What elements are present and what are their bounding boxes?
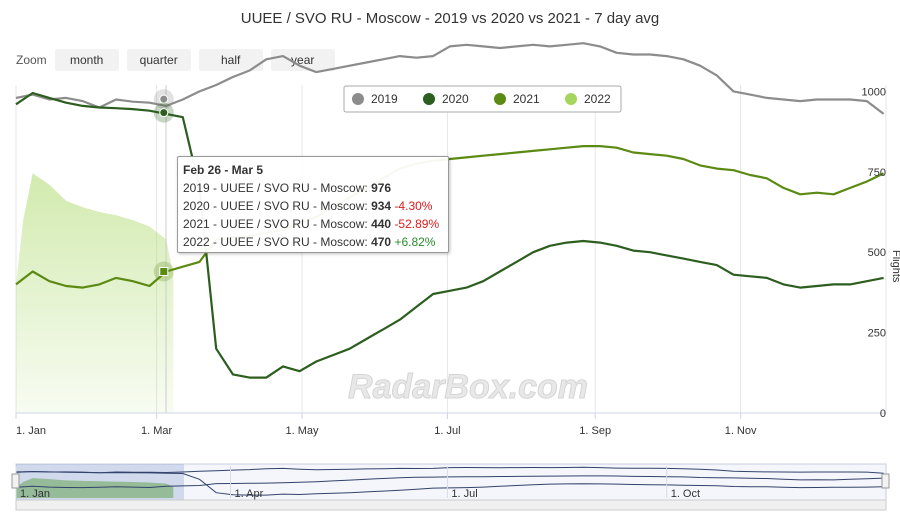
series-area-2022 <box>16 173 174 413</box>
x-axis: 1. Jan 1. Mar 1. May 1. Jul 1. Sep 1. Nov <box>15 412 886 437</box>
y-tick-label-500: 500 <box>868 247 886 259</box>
navigator-label-1-jan: 1. Jan <box>20 488 50 500</box>
hover-point-2019 <box>159 94 169 104</box>
y-tick-label-750: 750 <box>868 167 886 179</box>
legend-label-2019[interactable]: 2019 <box>371 92 398 106</box>
navigator-labels: 1. Jan 1. Apr 1. Jul 1. Oct <box>15 466 700 500</box>
navigator-selection[interactable] <box>16 464 184 500</box>
hover-markers <box>153 89 174 282</box>
tooltip-row-2022: 2022 - UUEE / SVO RU - Moscow: 470 +6.82… <box>183 235 436 249</box>
tooltip-header: Feb 26 - Mar 5 <box>183 163 264 177</box>
navigator-series-line-2021 <box>15 475 884 489</box>
y-tick-label-0: 0 <box>880 408 886 420</box>
series-line-2019 <box>15 42 885 115</box>
legend-marker-2021 <box>494 93 506 105</box>
x-tick-label-1-mar: 1. Mar <box>141 425 173 437</box>
navigator-right-handle[interactable] <box>881 473 890 489</box>
navigator-label-1-oct: 1. Oct <box>671 488 700 500</box>
navigator-scrollbar[interactable] <box>15 499 887 511</box>
navigator[interactable]: 1. Jan 1. Apr 1. Jul 1. Oct <box>11 463 890 511</box>
tooltip-row-2020: 2020 - UUEE / SVO RU - Moscow: 934 -4.30… <box>183 199 433 213</box>
zoom-label: Zoom <box>16 53 47 67</box>
hover-point-2021 <box>159 267 169 277</box>
legend-label-2021[interactable]: 2021 <box>513 92 540 106</box>
legend-label-2022[interactable]: 2022 <box>584 92 611 106</box>
y-axis-title: Flights <box>890 250 900 283</box>
y-tick-label-1000: 1000 <box>862 86 886 98</box>
hover-point-2020 <box>159 108 169 118</box>
x-tick-label-1-may: 1. May <box>286 425 320 437</box>
navigator-series-line-2020 <box>15 470 884 496</box>
tooltip: Feb 26 - Mar 5 2019 - UUEE / SVO RU - Mo… <box>177 156 449 253</box>
tooltip-row-2021: 2021 - UUEE / SVO RU - Moscow: 440 -52.8… <box>183 217 440 231</box>
navigator-left-handle[interactable] <box>11 473 20 489</box>
series-line-2021 <box>15 145 885 289</box>
y-axis: 0 250 500 750 1000 <box>862 86 886 420</box>
legend-marker-2022 <box>565 93 577 105</box>
legend-label-2020[interactable]: 2020 <box>442 92 469 106</box>
legend-marker-2020 <box>423 93 435 105</box>
zoom-month-button[interactable]: month <box>54 49 119 71</box>
legend: 2019 2020 2021 2022 <box>343 85 622 113</box>
navigator-label-1-apr: 1. Apr <box>235 488 264 500</box>
zoom-half-button[interactable]: half <box>198 49 263 71</box>
x-tick-label-1-sep: 1. Sep <box>579 425 611 437</box>
legend-marker-2019 <box>352 93 364 105</box>
x-tick-label-1-jul: 1. Jul <box>434 425 460 437</box>
x-tick-label-1-nov: 1. Nov <box>725 425 757 437</box>
chart-title: UUEE / SVO RU - Moscow - 2019 vs 2020 vs… <box>240 10 660 27</box>
navigator-background <box>15 463 887 501</box>
x-tick-label-1-jan: 1. Jan <box>16 425 46 437</box>
navigator-series-line-2019 <box>15 466 884 474</box>
zoom-quarter-button[interactable]: quarter <box>126 49 191 71</box>
tooltip-change-2020: -4.30% <box>394 199 433 213</box>
zoom-bar: Zoom month quarter half year <box>16 49 343 71</box>
tooltip-change-2022: +6.82% <box>394 235 436 249</box>
area-fills <box>16 173 174 413</box>
y-tick-label-250: 250 <box>868 328 886 340</box>
navigator-label-1-jul: 1. Jul <box>451 488 477 500</box>
tooltip-row-2019: 2019 - UUEE / SVO RU - Moscow: 976 <box>183 181 392 195</box>
legend-box <box>343 85 622 113</box>
watermark: RadarBox.com <box>348 368 588 406</box>
navigator-series-area <box>16 478 174 498</box>
tooltip-change-2021: -52.89% <box>394 217 440 231</box>
